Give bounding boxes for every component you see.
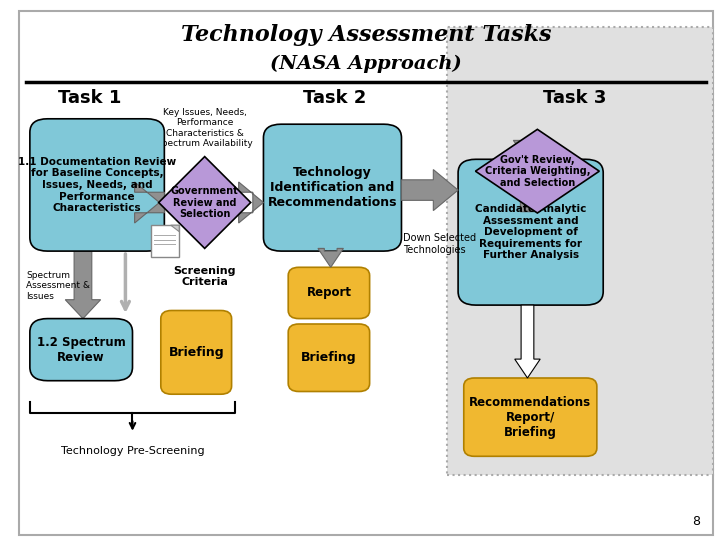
Text: Technology Pre-Screening: Technology Pre-Screening [60,446,204,456]
Text: Task 1: Task 1 [58,89,122,107]
Text: Candidate Analytic
Assessment and
Development of
Requirements for
Further Analys: Candidate Analytic Assessment and Develo… [475,204,586,260]
Text: Screening
Criteria: Screening Criteria [174,266,236,287]
FancyBboxPatch shape [458,159,603,305]
FancyBboxPatch shape [161,310,232,394]
Text: Technology
Identification and
Recommendations: Technology Identification and Recommenda… [268,166,397,209]
Polygon shape [318,248,343,267]
FancyBboxPatch shape [448,27,713,475]
Text: Technology Assessment Tasks: Technology Assessment Tasks [181,24,552,46]
FancyBboxPatch shape [30,319,132,381]
Text: Gov't Review,
Criteria Weighting,
and Selection: Gov't Review, Criteria Weighting, and Se… [485,154,590,188]
Text: Briefing: Briefing [168,346,224,359]
Text: Down Selected
Technologies: Down Selected Technologies [403,233,476,255]
Text: Spectrum
Assessment &
Issues: Spectrum Assessment & Issues [27,271,90,301]
FancyBboxPatch shape [288,324,369,392]
Polygon shape [402,170,458,211]
Text: 1.2 Spectrum
Review: 1.2 Spectrum Review [37,336,125,363]
FancyBboxPatch shape [30,119,164,251]
Polygon shape [238,182,264,223]
Text: 8: 8 [692,515,700,528]
FancyBboxPatch shape [288,267,369,319]
Text: Briefing: Briefing [301,351,356,364]
Text: (NASA Approach): (NASA Approach) [270,55,462,73]
Polygon shape [158,157,251,248]
FancyBboxPatch shape [19,11,713,535]
FancyBboxPatch shape [464,378,597,456]
Text: Task 3: Task 3 [543,89,606,107]
Polygon shape [515,305,540,378]
FancyBboxPatch shape [264,124,402,251]
Text: Recommendations
Report/
Briefing: Recommendations Report/ Briefing [469,396,591,438]
Polygon shape [513,140,541,212]
FancyBboxPatch shape [151,225,179,256]
Polygon shape [135,182,164,223]
Polygon shape [475,129,599,213]
Text: Report: Report [307,286,351,300]
Polygon shape [66,251,101,319]
Text: 1.1 Documentation Review
for Baseline Concepts,
Issues, Needs, and
Performance
C: 1.1 Documentation Review for Baseline Co… [18,157,176,213]
Polygon shape [171,225,179,232]
Text: Task 2: Task 2 [302,89,366,107]
Text: Government
Review and
Selection: Government Review and Selection [171,186,238,219]
Text: Key Issues, Needs,
Performance
Characteristics &
Spectrum Availability: Key Issues, Needs, Performance Character… [156,108,253,148]
